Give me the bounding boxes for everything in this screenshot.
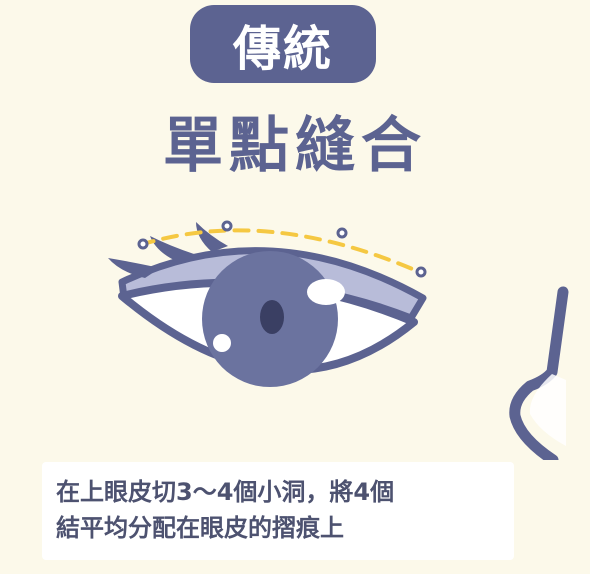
iris-highlight-small [213,334,231,352]
stitch-line [138,228,426,276]
nose-profile [509,286,569,460]
pupil [260,300,284,334]
eye-illustration [108,220,569,460]
stitch-knot [137,238,149,250]
badge-label: 傳統 [232,21,333,77]
stitch-knots [137,220,427,278]
description-box: 在上眼皮切3～4個小洞，將4個 結平均分配在眼皮的摺痕上 [42,462,514,560]
iris-highlight-large [307,279,345,305]
stitch-knot [221,220,233,232]
description-line-2: 結平均分配在眼皮的摺痕上 [56,514,344,542]
page-title: 單點縫合 [163,111,427,181]
method-badge: 傳統 [190,5,376,83]
nose-tip-shade [529,374,566,446]
description-line-1: 在上眼皮切3～4個小洞，將4個 [56,478,395,506]
stitch-knot [336,227,348,239]
eyelashes [108,222,228,278]
stitch-knot [415,266,427,278]
